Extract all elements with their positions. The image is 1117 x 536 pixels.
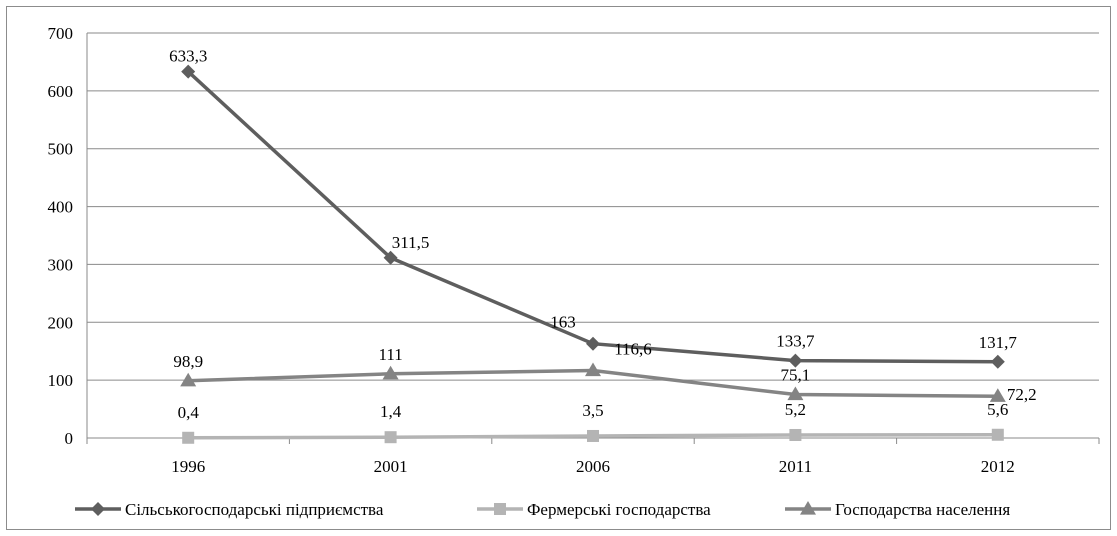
data-point (787, 386, 804, 401)
series-line-1 (187, 70, 998, 364)
gridlines (87, 32, 1099, 381)
y-tick-label: 200 (48, 313, 74, 332)
y-tick-label: 500 (48, 140, 74, 159)
x-tick-label: 2001 (374, 457, 408, 476)
data-point (991, 428, 1004, 441)
data-label: 311,5 (392, 233, 430, 252)
data-label: 75,1 (781, 366, 811, 385)
data-point (586, 336, 600, 351)
chart-frame: 0 100 200 300 400 500 600 700 1996 2001 2006 2011 20… (6, 6, 1111, 530)
data-label: 5,6 (987, 400, 1008, 419)
data-label: 3,5 (582, 401, 603, 420)
legend-item: Сільськогосподарські підприємства (75, 500, 384, 519)
data-label: 0,4 (178, 403, 200, 422)
data-label: 131,7 (979, 333, 1018, 352)
x-tick-label: 2006 (576, 457, 610, 476)
legend-item: Фермерські господарства (477, 500, 711, 519)
data-label: 5,2 (785, 400, 806, 419)
data-point (182, 431, 195, 444)
data-label: 133,7 (776, 332, 815, 351)
data-point (181, 64, 196, 79)
legend-label: Сільськогосподарські підприємства (125, 500, 384, 519)
data-label: 163 (550, 313, 576, 332)
y-tick-label: 100 (48, 371, 74, 390)
data-point (180, 372, 197, 387)
data-point (587, 429, 599, 442)
y-tick-label: 400 (48, 198, 74, 217)
data-point (990, 354, 1005, 369)
x-tick-label: 1996 (171, 457, 205, 476)
data-label: 111 (378, 345, 402, 364)
data-point (382, 365, 399, 380)
data-label: 72,2 (1007, 385, 1037, 404)
data-label: 98,9 (173, 352, 203, 371)
series-lines (180, 64, 1006, 444)
data-point (989, 388, 1006, 402)
data-label: 116,6 (614, 340, 652, 359)
legend-diamond-marker (91, 502, 105, 516)
legend-label: Фермерські господарства (527, 500, 711, 519)
data-label: 633,3 (169, 47, 207, 66)
y-tick-label: 700 (48, 24, 74, 43)
x-tick-label: 2011 (779, 457, 812, 476)
legend-item: Господарства населення (785, 500, 1010, 519)
legend-label: Господарства населення (835, 500, 1010, 519)
axes: 0 100 200 300 400 500 600 700 1996 2001 2006 2011 20… (48, 24, 1100, 476)
data-point (788, 353, 803, 368)
data-point (383, 250, 398, 265)
data-point (384, 431, 397, 444)
data-label: 1,4 (380, 402, 402, 421)
data-point (789, 428, 802, 441)
legend-triangle-marker (800, 501, 816, 515)
line-chart: 0 100 200 300 400 500 600 700 1996 2001 2006 2011 20… (48, 24, 1100, 519)
x-tick-label: 2012 (981, 457, 1015, 476)
y-tick-label: 600 (48, 82, 74, 101)
legend-square-marker (494, 503, 506, 515)
legend: Сільськогосподарські підприємства Фермерс… (75, 500, 1010, 519)
data-labels: 633,3 311,5 163 133,7 131,7 0,4 1,4 3,5 5,2 5,6 98… (169, 47, 1037, 422)
y-tick-label: 300 (48, 255, 74, 274)
y-tick-label: 0 (65, 429, 74, 448)
data-point (585, 362, 601, 377)
